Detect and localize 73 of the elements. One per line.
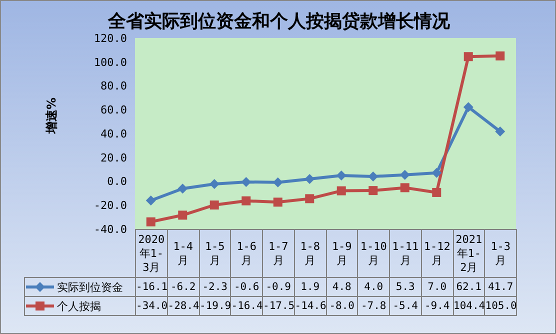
point <box>178 210 188 220</box>
data-label: 4.0 <box>358 278 390 296</box>
point <box>400 170 410 180</box>
data-label: 62.1 <box>453 278 485 296</box>
point <box>495 126 506 136</box>
data-label: -14.6 <box>294 296 326 316</box>
data-label: -0.6 <box>230 278 262 296</box>
point <box>209 178 220 189</box>
data-label: -9.4 <box>421 296 453 316</box>
point <box>432 168 442 178</box>
point <box>304 174 315 184</box>
legend-label: 个人按揭 <box>24 296 136 316</box>
y-tick-label: -40.0 <box>94 222 127 236</box>
point <box>464 52 473 62</box>
x-tick-label: 1-4月 <box>167 230 199 278</box>
chart-title: 全省实际到位资金和个人按揭贷款增长情况 <box>106 10 451 33</box>
y-tick-label: 80.0 <box>100 80 127 93</box>
x-tick-label: 1-12月 <box>421 230 453 278</box>
x-tick-label: 2021年1-2月 <box>453 230 485 278</box>
y-tick-label: 20.0 <box>100 151 127 164</box>
y-axis-title: 增速% <box>44 97 58 134</box>
data-label: 1.9 <box>294 278 326 296</box>
y-tick-label: 40.0 <box>100 127 127 140</box>
point <box>305 194 314 204</box>
data-label: 5.3 <box>390 278 422 296</box>
point <box>273 198 282 207</box>
x-tick-label: 2020年1-3月 <box>136 230 168 278</box>
y-tick-label: -20.0 <box>94 199 127 212</box>
point <box>178 184 188 194</box>
y-tick-label: 0.0 <box>107 175 127 188</box>
point <box>368 186 378 196</box>
point <box>146 195 156 206</box>
data-label: -2.3 <box>199 278 231 296</box>
data-label: 41.7 <box>484 278 516 296</box>
y-tick-label: 60.0 <box>100 104 127 117</box>
point <box>336 186 346 196</box>
legend-label: 实际到位资金 <box>24 278 136 296</box>
data-label: -16.4 <box>230 296 263 316</box>
point <box>272 177 283 188</box>
data-label: -8.0 <box>326 296 358 316</box>
y-tick-label: 100.0 <box>94 56 127 69</box>
data-label: 4.8 <box>326 278 358 296</box>
data-label: -0.9 <box>262 278 294 296</box>
y-tick-label: 120.0 <box>94 32 127 45</box>
point <box>368 171 378 182</box>
data-label: 7.0 <box>421 278 453 296</box>
point <box>463 102 474 112</box>
data-label: -19.9 <box>199 296 232 316</box>
x-tick-label: 1-3月 <box>484 230 516 278</box>
x-tick-label: 1-8月 <box>294 230 326 278</box>
data-label: 104.4 <box>453 296 486 316</box>
point <box>210 200 219 210</box>
point <box>336 170 346 181</box>
x-tick-label: 1-7月 <box>262 230 294 278</box>
data-label: -34.0 <box>136 296 168 316</box>
point <box>496 51 505 60</box>
data-label: -28.4 <box>167 296 200 316</box>
x-tick-label: 1-5月 <box>199 230 231 278</box>
x-tick-label: 1-10月 <box>358 230 390 278</box>
point <box>241 176 252 187</box>
point <box>432 188 442 197</box>
point <box>146 217 156 226</box>
data-label: -6.2 <box>167 278 199 296</box>
data-label: 105.0 <box>484 296 517 316</box>
data-label: -5.4 <box>390 296 422 316</box>
data-label: -16.1 <box>136 278 168 296</box>
data-label: -17.5 <box>262 296 295 316</box>
point <box>242 196 251 206</box>
data-label: -7.8 <box>358 296 390 316</box>
x-tick-label: 1-6月 <box>230 230 262 278</box>
point <box>400 183 410 192</box>
x-tick-label: 1-11月 <box>390 230 422 278</box>
x-tick-label: 1-9月 <box>326 230 358 278</box>
